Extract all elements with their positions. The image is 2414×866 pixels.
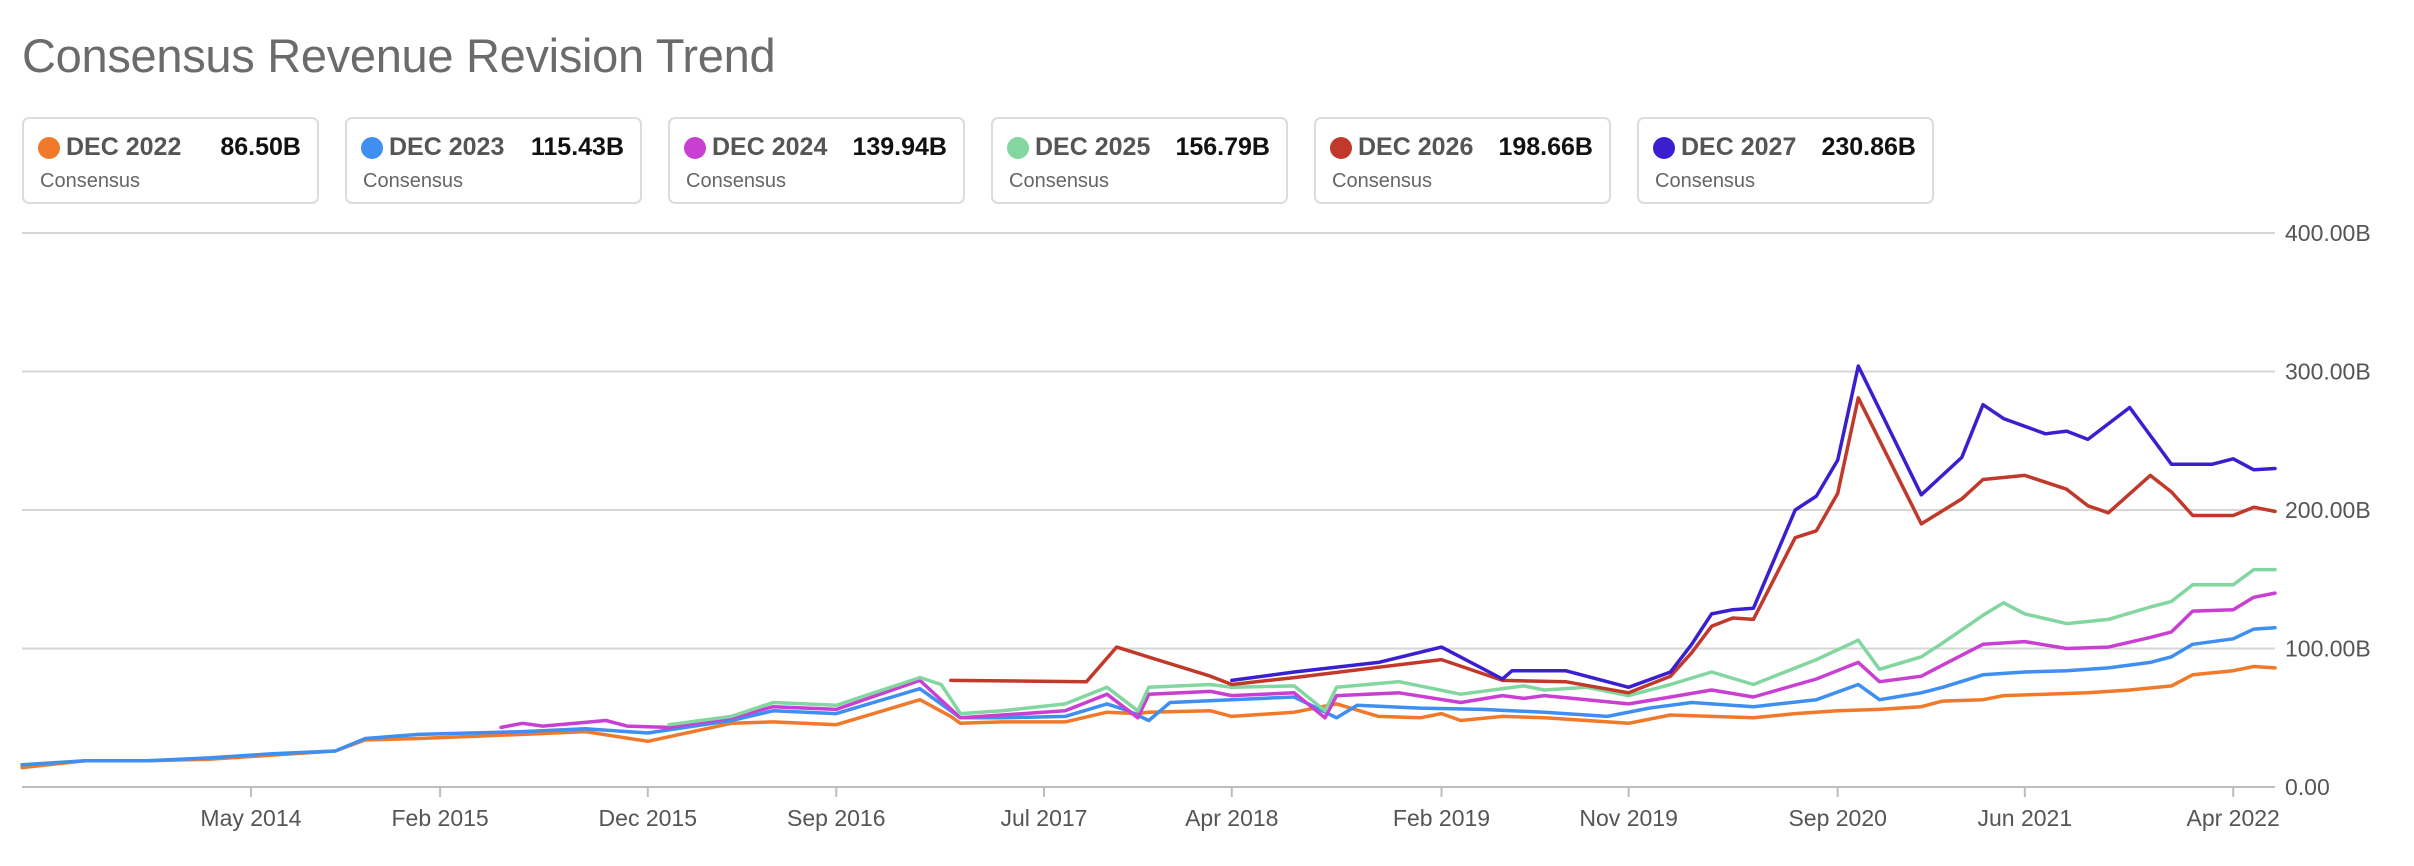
legend-dot-icon [684, 137, 706, 159]
legend-item[interactable]: DEC 2024 139.94B Consensus [668, 117, 965, 204]
legend-series-name: DEC 2024 [712, 133, 828, 161]
y-tick-label: 200.00B [2285, 497, 2371, 523]
x-tick-label: Jul 2017 [1000, 805, 1087, 831]
legend-item[interactable]: DEC 2025 156.79B Consensus [991, 117, 1288, 204]
legend-item[interactable]: DEC 2026 198.66B Consensus [1314, 117, 1611, 204]
legend-dot-icon [1007, 137, 1029, 159]
series-line-dec-2023[interactable] [20, 625, 2277, 767]
chart-title: Consensus Revenue Revision Trend [22, 29, 776, 82]
y-tick-label: 400.00B [2285, 220, 2371, 246]
legend-series-name: DEC 2027 [1681, 133, 1797, 161]
series-line-dec-2024[interactable] [499, 591, 2277, 730]
legend-series-subtitle: Consensus [1655, 170, 1756, 192]
legend-series-value: 156.79B [1175, 133, 1270, 161]
x-tick-label: Dec 2015 [599, 805, 697, 831]
legend-series-value: 115.43B [530, 133, 624, 161]
legend-series-subtitle: Consensus [686, 170, 787, 192]
x-tick-label: May 2014 [200, 805, 301, 831]
legend-item[interactable]: DEC 2022 86.50B Consensus [22, 117, 319, 204]
legend-series-name: DEC 2026 [1358, 133, 1474, 161]
legend-series-subtitle: Consensus [363, 170, 464, 192]
series-line-dec-2026[interactable] [949, 396, 2277, 695]
series-line-dec-2022[interactable] [20, 664, 2277, 770]
legend-series-value: 198.66B [1498, 133, 1593, 161]
y-tick-label: 300.00B [2285, 359, 2371, 385]
legend-series-name: DEC 2022 [66, 133, 182, 161]
x-tick-label: Feb 2019 [1393, 805, 1490, 831]
legend-series-subtitle: Consensus [1009, 170, 1110, 192]
x-tick-label: Apr 2022 [2187, 805, 2280, 831]
x-tick-label: Sep 2020 [1788, 805, 1886, 831]
legend-dot-icon [1653, 137, 1675, 159]
legend-series-subtitle: Consensus [1332, 170, 1433, 192]
legend-series-value: 86.50B [220, 133, 301, 161]
x-tick-label: Jun 2021 [1977, 805, 2072, 831]
legend-series-subtitle: Consensus [40, 170, 141, 192]
series-line-dec-2027[interactable] [1230, 364, 2277, 690]
x-tick-label: Sep 2016 [787, 805, 885, 831]
series-line-dec-2025[interactable] [667, 567, 2277, 727]
x-tick-label: Apr 2018 [1185, 805, 1278, 831]
legend-dot-icon [38, 137, 60, 159]
legend-dot-icon [1330, 137, 1352, 159]
legend: DEC 2022 86.50B Consensus DEC 2023 115.43B Co… [22, 117, 1934, 204]
legend-item[interactable]: DEC 2027 230.86B Consensus [1637, 117, 1934, 204]
legend-series-value: 230.86B [1821, 133, 1916, 161]
x-tick-label: Nov 2019 [1579, 805, 1677, 831]
legend-dot-icon [361, 137, 383, 159]
legend-series-name: DEC 2025 [1035, 133, 1151, 161]
legend-item[interactable]: DEC 2023 115.43B Consensus [345, 117, 642, 204]
legend-series-value: 139.94B [852, 133, 947, 161]
legend-series-name: DEC 2023 [389, 133, 505, 161]
y-tick-label: 0.00 [2285, 774, 2330, 800]
x-tick-label: Feb 2015 [392, 805, 489, 831]
y-tick-label: 100.00B [2285, 636, 2371, 662]
